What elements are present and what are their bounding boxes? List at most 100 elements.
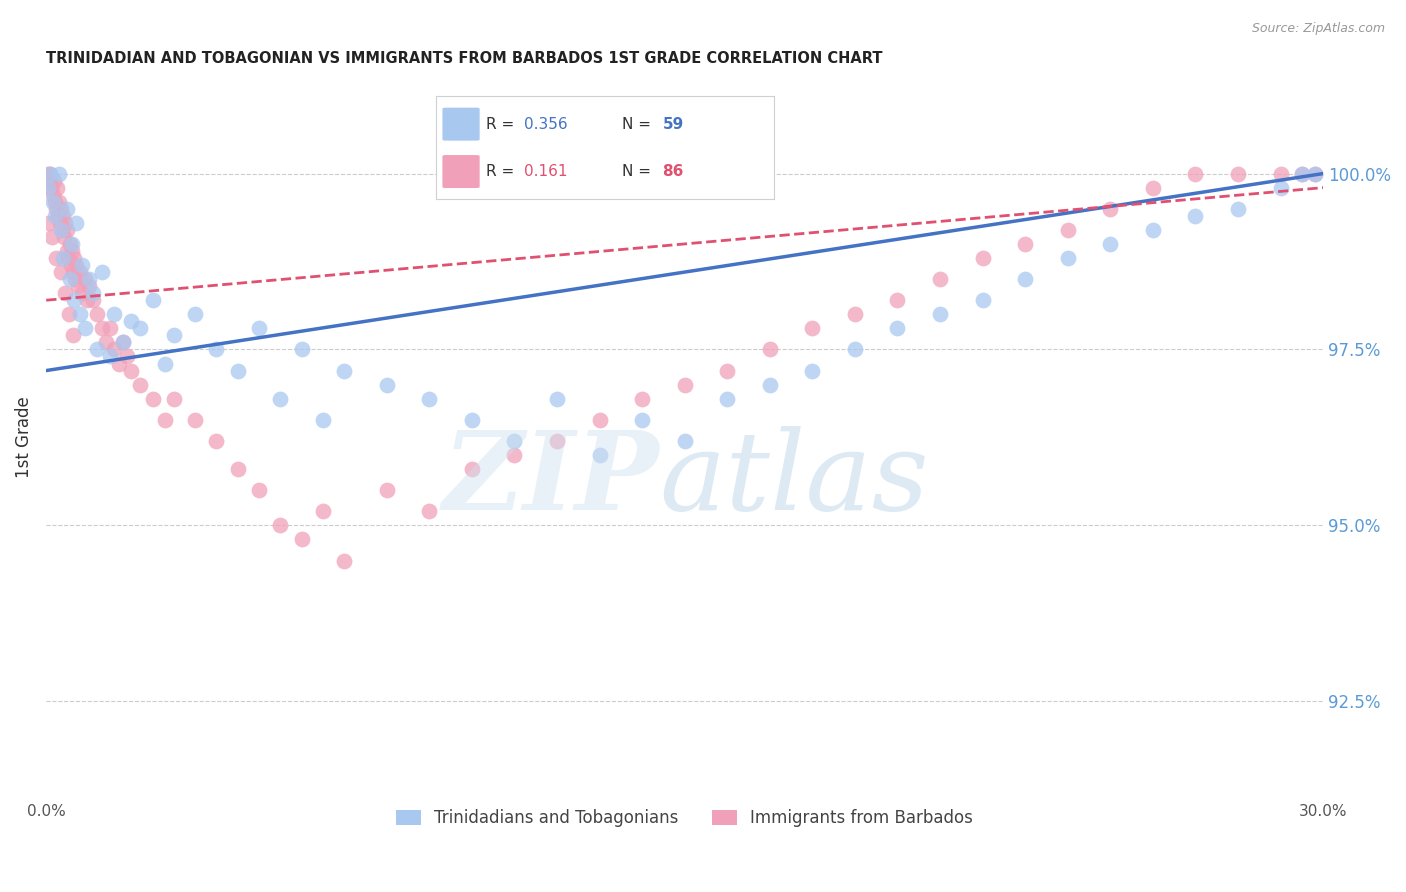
Point [631,413,654,427]
Point [184,413,207,427]
Point [929,307,952,321]
Point [53,216,76,230]
Point [1099,236,1122,251]
Point [1014,272,1036,286]
Point [45,180,67,194]
Point [63,272,86,286]
Point [39,180,62,194]
Point [886,293,908,308]
Point [1184,167,1206,181]
Point [94,335,117,350]
Point [48,194,70,209]
Point [49,265,72,279]
Point [673,377,696,392]
Point [142,392,165,406]
Point [77,279,100,293]
Point [588,448,610,462]
Point [49,223,72,237]
Point [886,321,908,335]
Point [163,392,186,406]
Point [48,167,70,181]
Point [1056,251,1078,265]
Point [1227,167,1250,181]
Y-axis label: 1st Grade: 1st Grade [15,397,32,478]
Point [55,244,77,258]
Point [155,357,177,371]
Point [1291,167,1313,181]
Point [45,202,67,216]
Point [51,223,73,237]
Point [290,343,312,357]
Point [1270,180,1292,194]
Point [247,483,270,497]
Point [269,518,291,533]
Point [59,236,82,251]
Point [184,307,207,321]
Point [59,272,82,286]
Point [44,209,66,223]
Point [65,258,87,272]
Point [461,462,484,476]
Point [82,286,104,301]
Point [801,363,824,377]
Point [90,321,112,335]
Point [1099,202,1122,216]
Point [1142,223,1164,237]
Point [226,462,249,476]
Point [103,307,125,321]
Point [673,434,696,448]
Point [60,244,83,258]
Point [72,286,94,301]
Point [67,279,90,293]
Point [53,286,76,301]
Point [62,265,84,279]
Point [716,363,738,377]
Point [226,363,249,377]
Point [115,350,138,364]
Point [759,343,782,357]
Point [333,363,356,377]
Point [588,413,610,427]
Point [546,434,568,448]
Point [53,230,76,244]
Point [49,216,72,230]
Point [205,434,228,448]
Point [52,251,75,265]
Point [929,272,952,286]
Point [59,258,82,272]
Point [45,251,67,265]
Point [98,350,121,364]
Point [37,180,59,194]
Point [759,377,782,392]
Point [716,392,738,406]
Point [269,392,291,406]
Point [41,230,63,244]
Point [418,504,440,518]
Point [247,321,270,335]
Point [120,314,142,328]
Point [418,392,440,406]
Point [1291,167,1313,181]
Point [107,357,129,371]
Point [38,216,60,230]
Point [1227,202,1250,216]
Point [1270,167,1292,181]
Point [73,272,96,286]
Point [46,209,69,223]
Point [631,392,654,406]
Point [111,335,134,350]
Point [1303,167,1326,181]
Point [801,321,824,335]
Point [77,272,100,286]
Point [62,328,84,343]
Text: TRINIDADIAN AND TOBAGONIAN VS IMMIGRANTS FROM BARBADOS 1ST GRADE CORRELATION CHA: TRINIDADIAN AND TOBAGONIAN VS IMMIGRANTS… [46,51,883,66]
Point [56,202,79,216]
Point [163,328,186,343]
Point [205,343,228,357]
Point [69,265,91,279]
Point [37,167,59,181]
Point [1142,180,1164,194]
Point [86,307,108,321]
Point [1303,167,1326,181]
Point [58,307,80,321]
